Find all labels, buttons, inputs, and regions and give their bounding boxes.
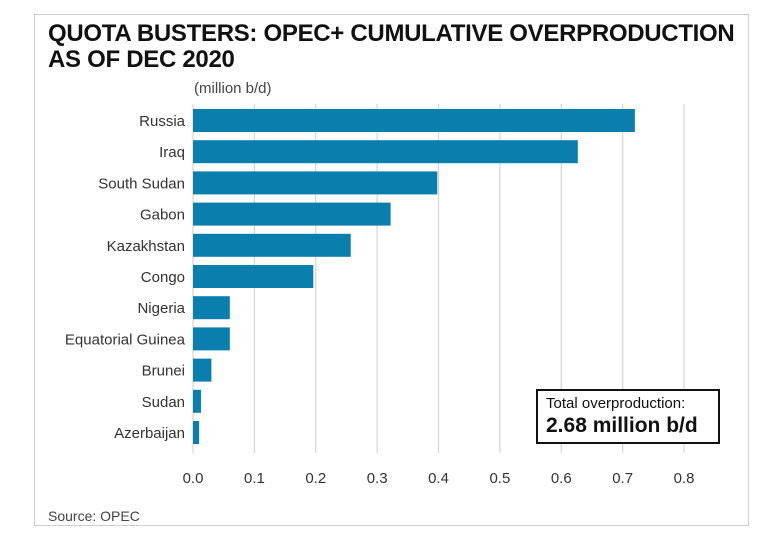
chart-title: QUOTA BUSTERS: OPEC+ CUMULATIVE OVERPROD… [48, 20, 735, 73]
category-label: Congo [141, 269, 185, 286]
category-label: Nigeria [137, 300, 185, 317]
x-tick-label: 0.6 [551, 470, 572, 487]
x-tick-label: 0.3 [367, 470, 388, 487]
chart-title-line-2: AS OF DEC 2020 [48, 46, 235, 73]
category-label: Gabon [140, 207, 185, 224]
bar [193, 171, 438, 195]
bar [193, 265, 314, 288]
bar [193, 109, 635, 132]
category-label: Brunei [142, 363, 185, 380]
category-label: Azerbaijan [114, 425, 185, 442]
bar [193, 233, 351, 257]
x-tick-label: 0.8 [674, 470, 695, 487]
category-label: Russia [139, 113, 186, 130]
bar [193, 389, 201, 413]
category-label: Iraq [159, 144, 185, 161]
x-tick-label: 0.5 [489, 470, 510, 487]
x-tick-label: 0.0 [183, 470, 204, 487]
bar [193, 140, 578, 164]
total-callout-label: Total overproduction: [546, 395, 686, 412]
chart-title-line-1: QUOTA BUSTERS: OPEC+ CUMULATIVE OVERPROD… [48, 20, 735, 47]
source-note: Source: OPEC [48, 508, 140, 524]
bar [193, 202, 391, 226]
bar [193, 327, 230, 351]
category-label: South Sudan [98, 175, 185, 192]
category-label: Equatorial Guinea [65, 331, 186, 348]
x-tick-label: 0.1 [244, 470, 265, 487]
total-callout-value: 2.68 million b/d [546, 414, 698, 437]
x-tick-label: 0.7 [612, 470, 633, 487]
category-label: Sudan [142, 394, 185, 411]
bar [193, 358, 212, 382]
total-callout: Total overproduction: 2.68 million b/d [536, 389, 720, 444]
bar [193, 421, 200, 444]
x-tick-label: 0.2 [305, 470, 326, 487]
x-tick-label: 0.4 [428, 470, 449, 487]
unit-label: (million b/d) [194, 80, 272, 97]
category-label: Kazakhstan [107, 238, 185, 255]
bar [193, 296, 230, 320]
